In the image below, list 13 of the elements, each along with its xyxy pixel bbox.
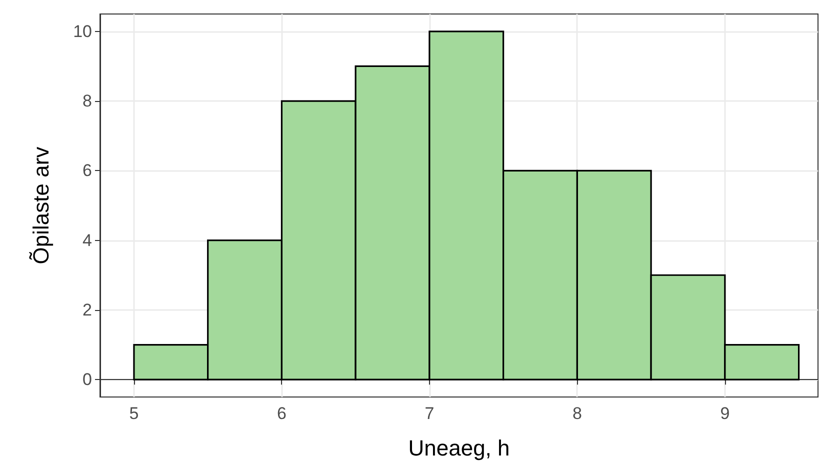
y-tick-label: 8 xyxy=(82,92,92,111)
x-tick-label: 8 xyxy=(572,404,582,423)
x-tick-label: 5 xyxy=(129,404,139,423)
x-axis-title: Uneaeg, h xyxy=(408,436,510,460)
x-tick-label: 7 xyxy=(424,404,434,423)
y-tick-label: 6 xyxy=(82,161,92,180)
x-tick-label: 9 xyxy=(720,404,730,423)
y-tick-label: 0 xyxy=(82,370,92,390)
y-axis-title: Õpilaste arv xyxy=(28,146,54,264)
y-tick-label: 4 xyxy=(82,230,92,250)
y-tick-label: 10 xyxy=(73,22,92,41)
y-tick-label: 2 xyxy=(82,300,92,320)
x-tick-label: 6 xyxy=(276,404,286,423)
